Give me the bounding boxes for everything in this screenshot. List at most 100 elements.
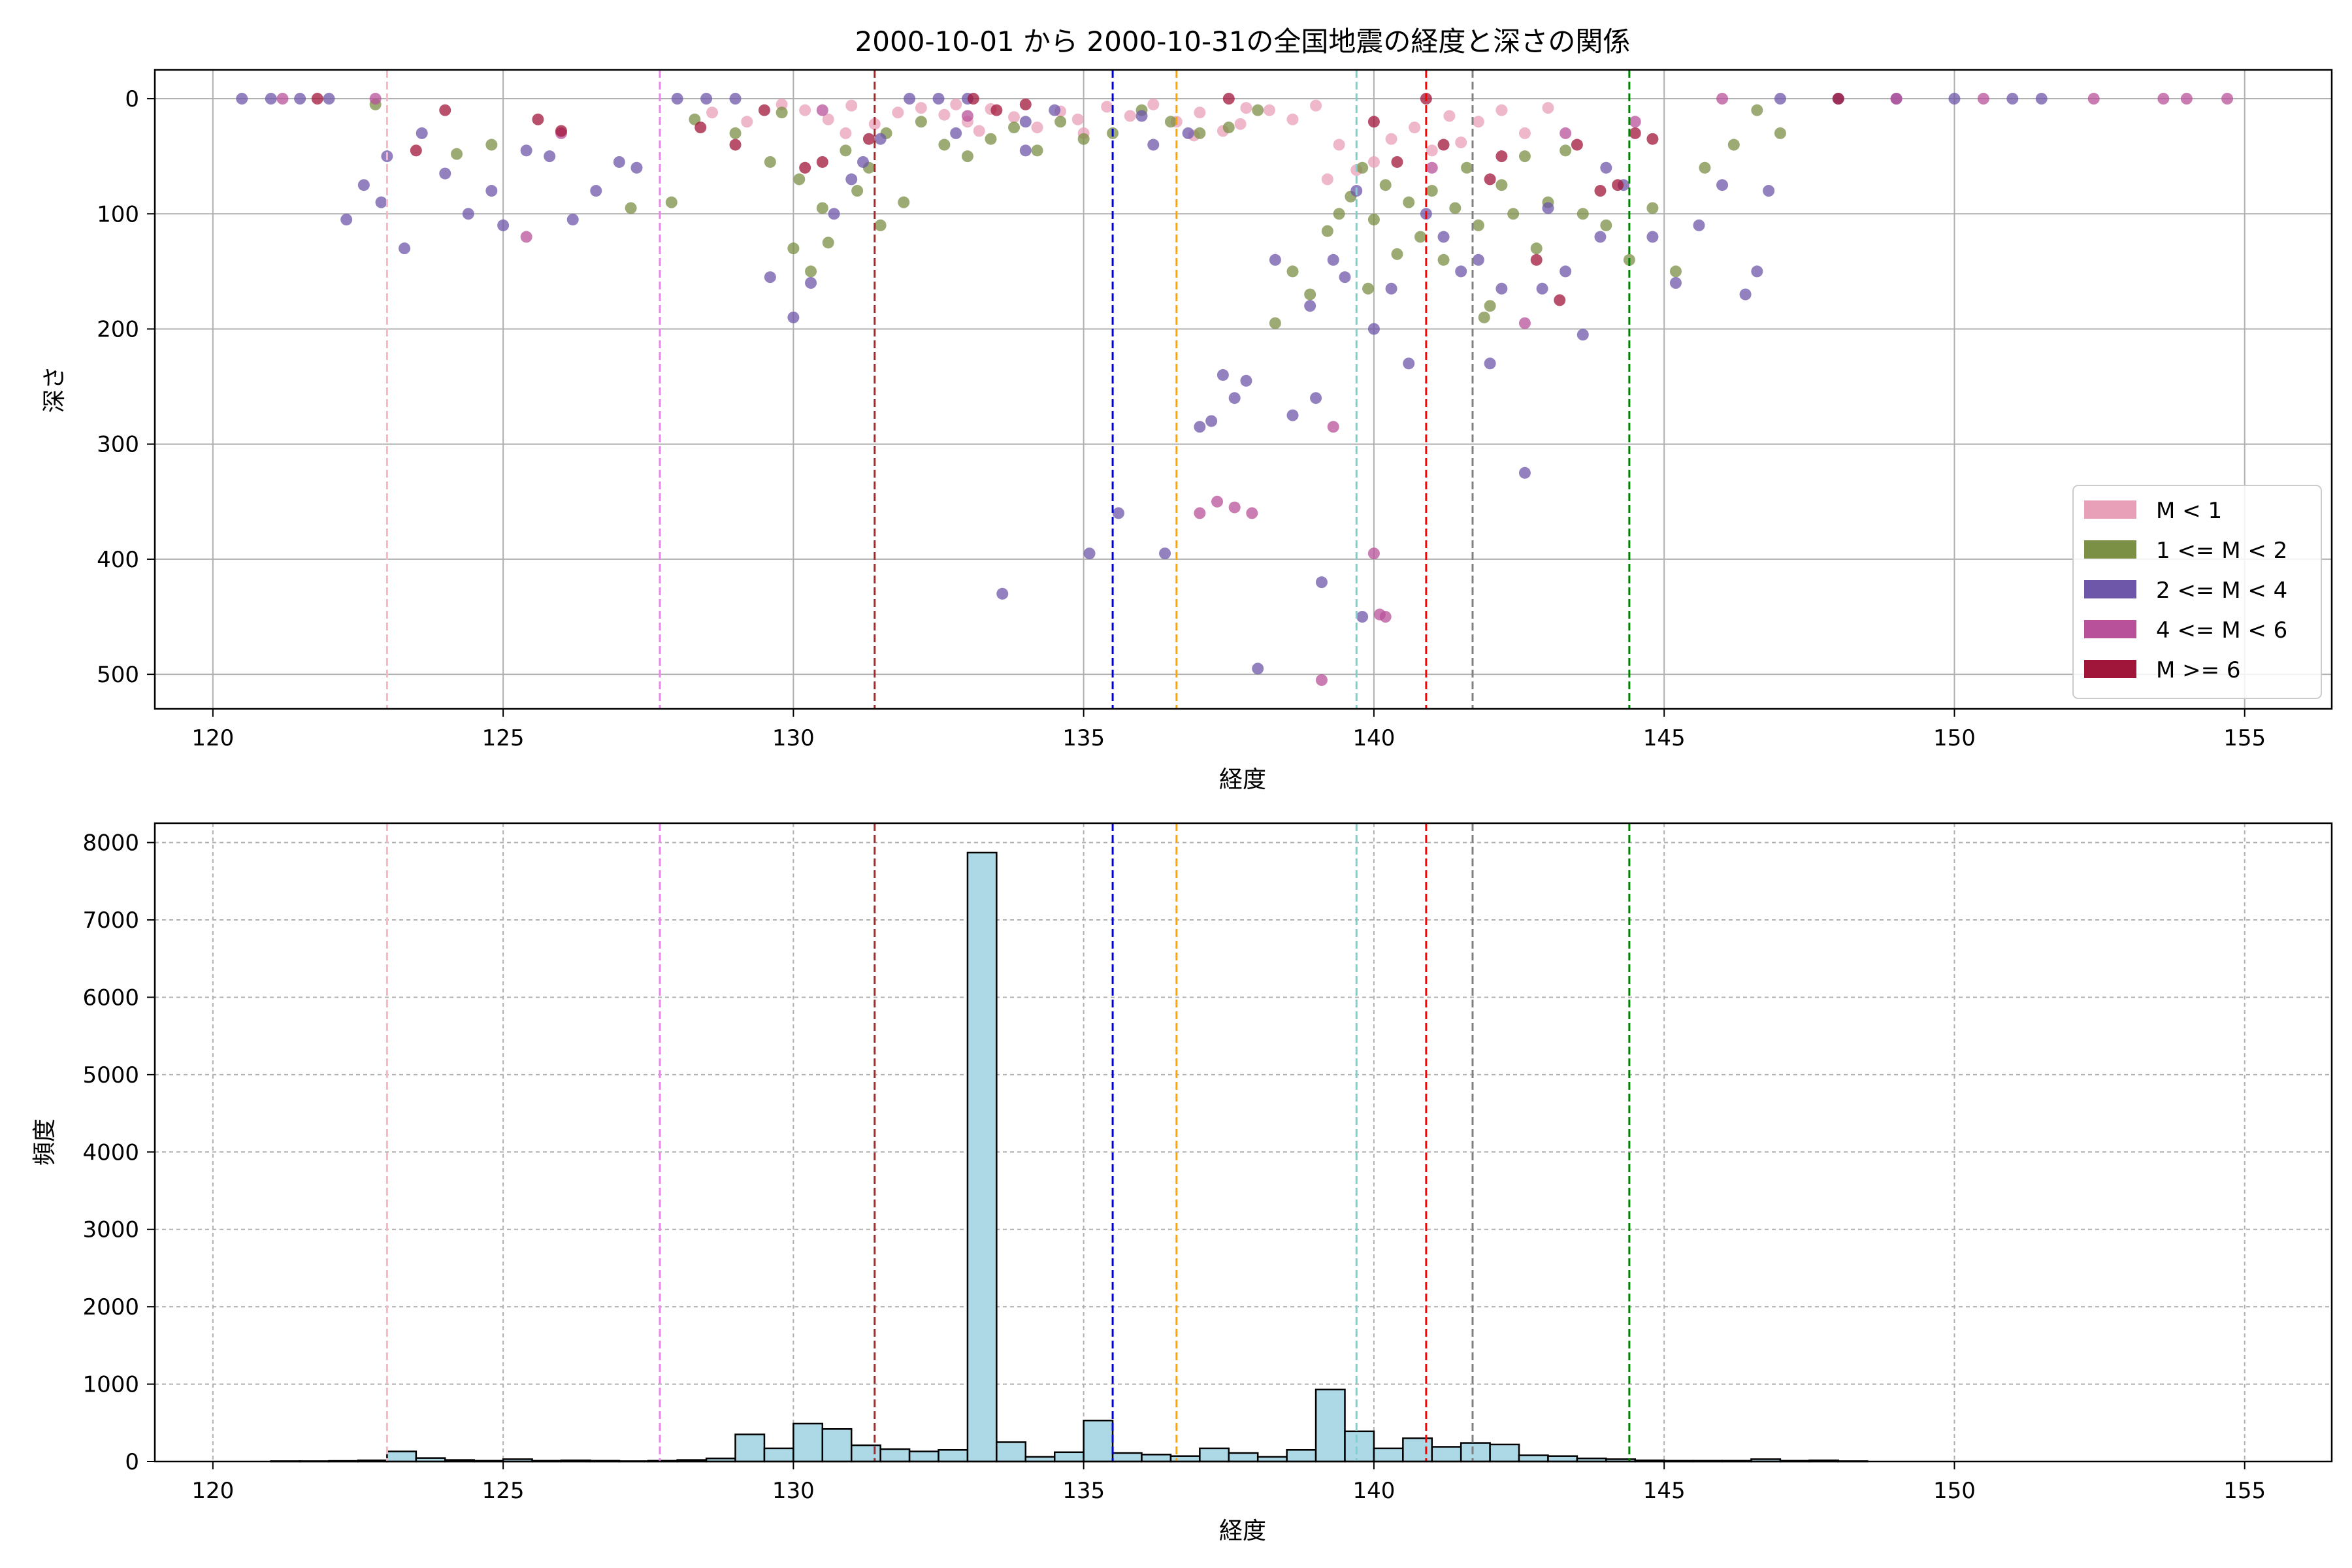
histogram-y-tick-label: 5000 — [82, 1062, 139, 1088]
scatter-point — [1518, 466, 1531, 479]
histogram-bar — [734, 1433, 766, 1463]
scatter-point — [1542, 202, 1554, 214]
scatter-point — [1333, 208, 1345, 220]
scatter-point — [357, 179, 370, 191]
histogram-bar — [1373, 1447, 1404, 1463]
scatter-point — [1646, 202, 1659, 214]
scatter-point — [898, 196, 910, 208]
scatter-point — [1315, 674, 1328, 686]
scatter-point — [950, 127, 962, 139]
scatter-point — [439, 104, 451, 116]
histogram-bar — [763, 1447, 794, 1463]
scatter-point — [1356, 161, 1369, 174]
scatter-point — [1356, 611, 1369, 623]
scatter-point — [816, 155, 828, 168]
scatter-point — [1252, 662, 1264, 675]
scatter-point — [462, 208, 474, 220]
scatter-point — [1031, 122, 1043, 134]
histogram-y-ticks: 0 1000 2000 3000 4000 5000 6000 7000 8000 — [82, 830, 155, 1475]
scatter-point — [1495, 179, 1508, 191]
scatter-point — [1426, 161, 1438, 174]
scatter-y-tick-label: 400 — [97, 547, 139, 573]
scatter-point — [555, 125, 567, 137]
histogram-bar — [879, 1448, 911, 1463]
scatter-x-tick-label: 130 — [772, 725, 815, 751]
scatter-point — [1426, 144, 1438, 157]
scatter-point — [1461, 161, 1473, 174]
scatter-point — [1594, 231, 1607, 243]
scatter-point — [1228, 501, 1241, 514]
scatter-point — [1600, 161, 1612, 174]
histogram-y-axis-label: 頻度 — [31, 1119, 58, 1166]
scatter-point — [1019, 98, 1032, 110]
histogram-y-tick-label: 1000 — [82, 1372, 139, 1398]
scatter-y-tick-label: 0 — [125, 86, 139, 112]
scatter-point — [532, 113, 544, 125]
scatter-point — [1321, 173, 1333, 186]
legend: M < 1 1 <= M < 2 2 <= M < 4 4 <= M < 6 M… — [2072, 485, 2322, 699]
scatter-point — [1101, 101, 1113, 113]
scatter-point — [1449, 202, 1462, 214]
scatter-point — [799, 161, 811, 174]
scatter-point — [1571, 139, 1583, 151]
scatter-point — [520, 144, 532, 157]
histogram-grid — [155, 823, 2332, 1462]
scatter-point — [845, 99, 858, 112]
scatter-point — [1739, 288, 1752, 301]
histogram-bar — [386, 1450, 417, 1463]
scatter-x-tick-label: 145 — [1643, 725, 1686, 751]
scatter-point — [915, 116, 927, 128]
histogram-bar — [1489, 1443, 1520, 1463]
scatter-point — [1629, 116, 1641, 128]
scatter-point — [822, 237, 834, 249]
scatter-points — [236, 93, 2234, 686]
scatter-point — [787, 311, 800, 323]
histogram-x-tick-label: 125 — [482, 1478, 525, 1504]
scatter-point — [700, 93, 713, 105]
scatter-point — [2180, 93, 2193, 105]
scatter-point — [1124, 110, 1136, 122]
scatter-point — [1327, 421, 1339, 433]
scatter-plot-frame — [154, 69, 2333, 710]
scatter-y-tick-label: 300 — [97, 432, 139, 458]
scatter-point — [1367, 116, 1380, 128]
scatter-point — [904, 93, 916, 105]
scatter-point — [625, 202, 637, 214]
scatter-y-ticks: 0 100 200 300 400 500 — [97, 86, 155, 688]
scatter-point — [1576, 329, 1589, 341]
histogram-panel: 120 125 130 135 140 145 150 155 0 1000 2000 3000 40… — [31, 822, 2333, 1544]
histogram-bar — [1344, 1430, 1375, 1463]
scatter-x-tick-label: 150 — [1933, 725, 1976, 751]
scatter-point — [1560, 265, 1572, 278]
scatter-x-tick-label: 125 — [482, 725, 525, 751]
scatter-point — [1228, 392, 1241, 404]
scatter-point — [822, 113, 834, 125]
scatter-point — [1071, 113, 1084, 125]
histogram-x-tick-label: 135 — [1062, 1478, 1105, 1504]
histogram-bar — [1431, 1446, 1462, 1463]
scatter-point — [805, 265, 817, 278]
scatter-point — [294, 93, 306, 105]
histogram-bar — [1460, 1442, 1491, 1463]
scatter-point — [1530, 242, 1543, 255]
scatter-point — [1234, 118, 1247, 130]
scatter-point — [236, 93, 248, 105]
scatter-point — [1240, 374, 1252, 387]
scatter-point — [938, 108, 951, 121]
scatter-point — [793, 173, 806, 186]
scatter-point — [1286, 409, 1299, 421]
scatter-point — [816, 202, 828, 214]
scatter-point — [1518, 127, 1531, 139]
scatter-point — [764, 155, 776, 168]
scatter-point — [1054, 116, 1067, 128]
scatter-point — [1536, 282, 1548, 295]
histogram-reference-lines — [385, 823, 1631, 1462]
scatter-point — [1031, 144, 1043, 157]
scatter-point — [1669, 265, 1682, 278]
scatter-point — [1391, 248, 1403, 260]
histogram-bar — [938, 1448, 969, 1463]
legend-label-m-1-2: 1 <= M < 2 — [2156, 538, 2287, 564]
scatter-point — [840, 144, 852, 157]
histogram-y-tick-label: 8000 — [82, 830, 139, 857]
